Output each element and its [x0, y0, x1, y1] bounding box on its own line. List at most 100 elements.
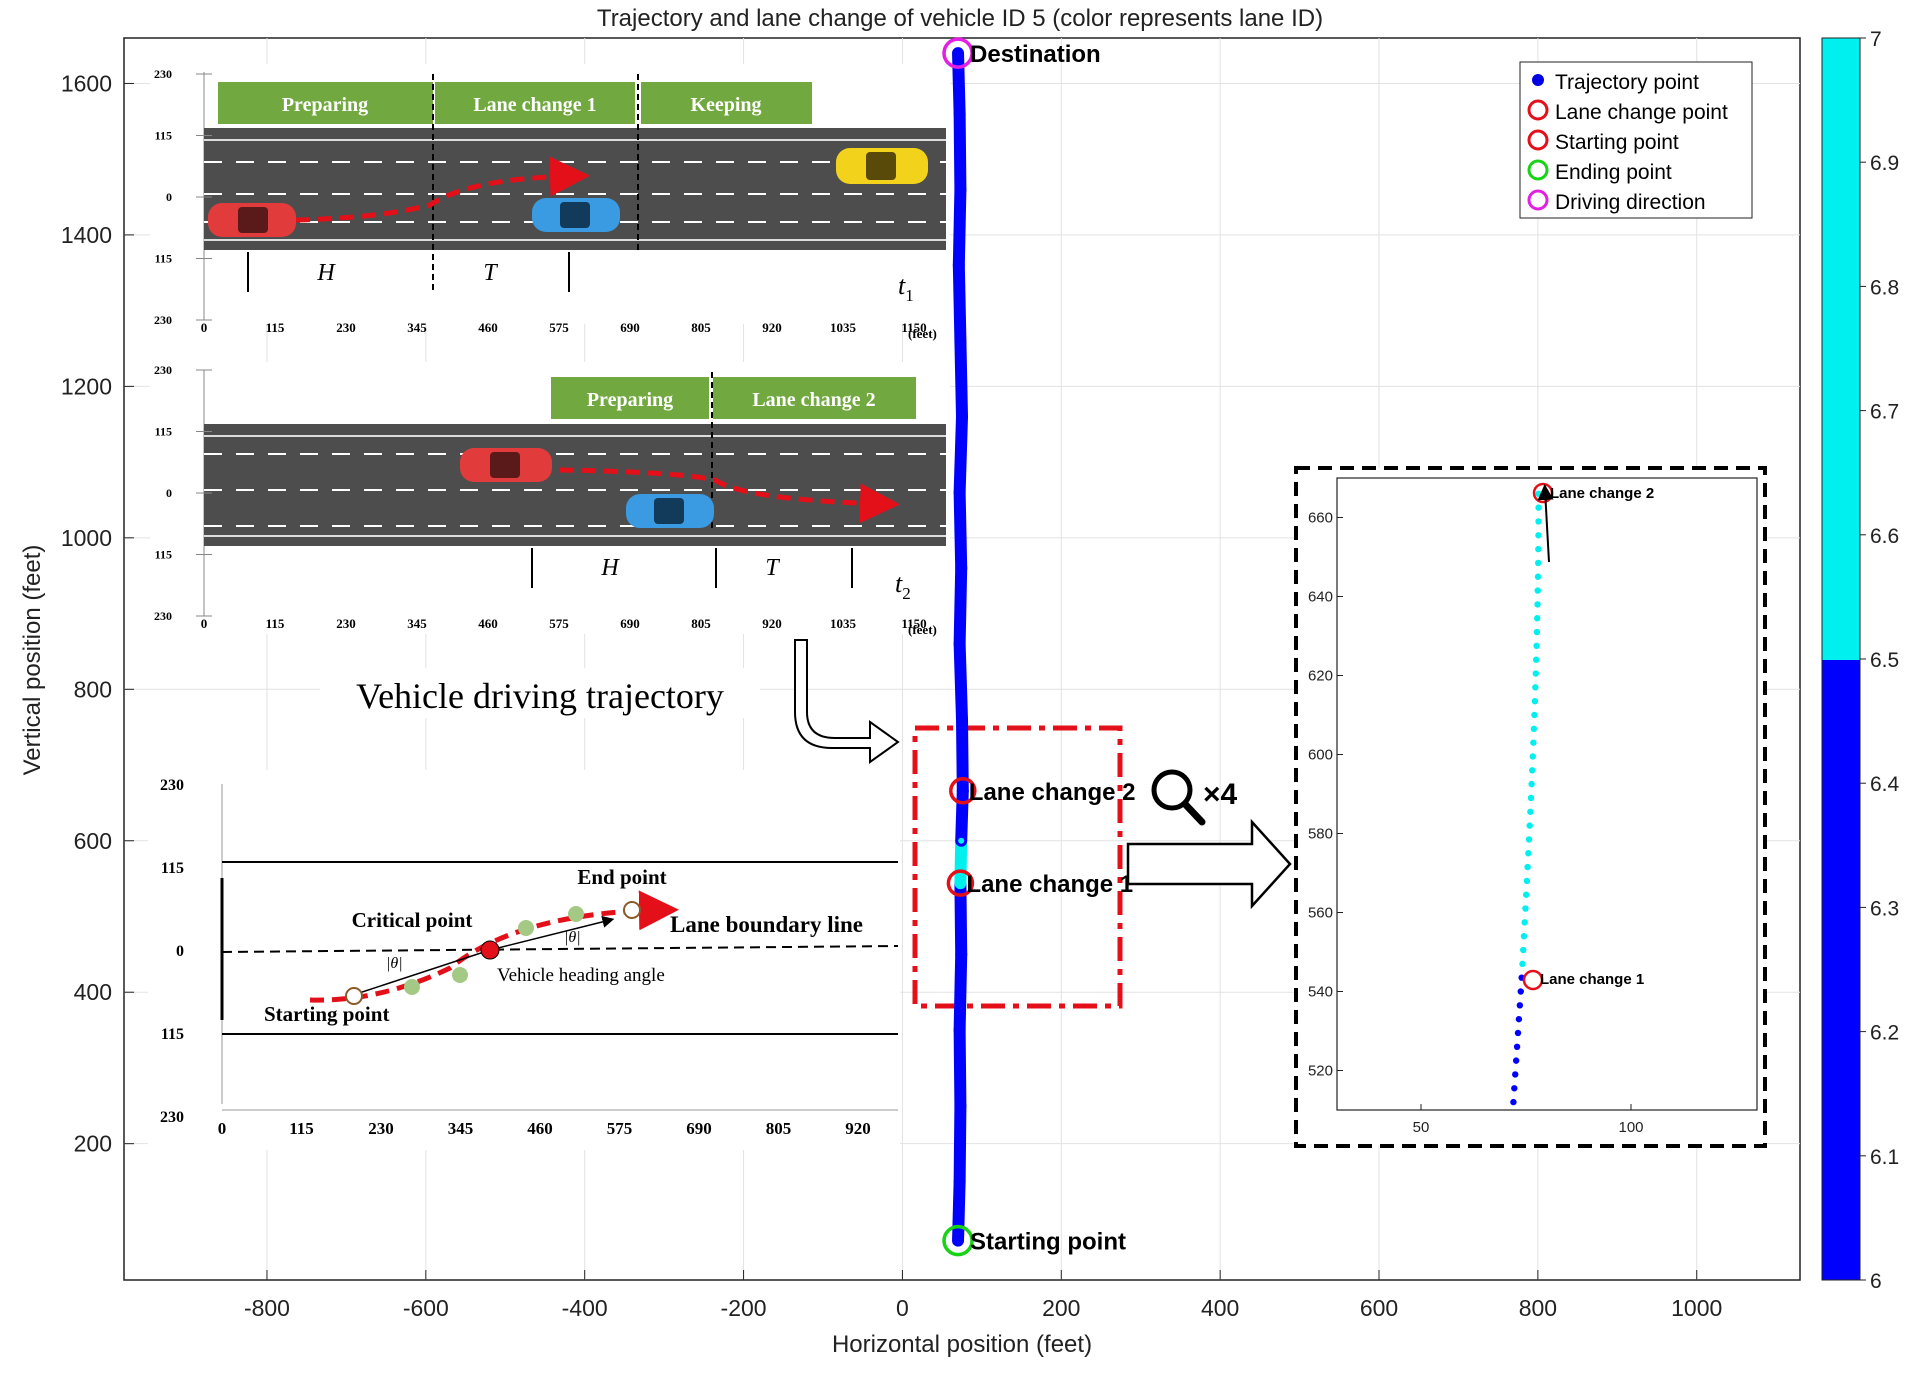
- scenario-x-tick-label: 1150: [901, 320, 926, 335]
- zoom-trajectory-point: [1534, 615, 1541, 622]
- zoom-y-tick-label: 520: [1308, 1063, 1333, 1080]
- scenario-x-tick-label: 460: [478, 320, 498, 335]
- starting-point-label: Starting point: [264, 1002, 389, 1026]
- colorbar-tick-label: 6.1: [1870, 1146, 1899, 1169]
- trajectory-point: [957, 337, 964, 344]
- zoom-trajectory-point: [1528, 780, 1535, 788]
- zoom-trajectory-point: [1531, 697, 1539, 705]
- scenario-t2-ticks: 0 115 230 345 460 575 690 805 920 1035 11502301150…: [154, 363, 927, 631]
- scenario-x-tick-label: 805: [691, 320, 711, 335]
- colorbar-tick-label: 7: [1870, 28, 1882, 51]
- trajectory-dot-3: [518, 920, 534, 936]
- end-point-label: End point: [577, 865, 666, 889]
- zoom-trajectory-point: [1534, 601, 1541, 608]
- legend-direction-icon: [1527, 189, 1549, 211]
- zoom-trajectory-point: [1532, 670, 1539, 677]
- scenario-t1-panel: Preparing Lane change 1 Keeping H T t1 0…: [150, 64, 950, 341]
- legend-trajectory-icon: [1532, 74, 1544, 86]
- trajectory-segment: [952, 47, 966, 120]
- y-axis-label: Vertical position (feet): [19, 545, 46, 776]
- zoom-trajectory-point: [1526, 822, 1533, 829]
- colorbar-tick-label: 6.3: [1870, 897, 1899, 920]
- scenario-t1-ticks: 0 115 230 345 460 575 690 805 920 1035 11502301150…: [154, 67, 927, 335]
- zoom-trajectory-point: [1512, 1071, 1519, 1078]
- y-tick-label: 200: [74, 1131, 112, 1157]
- red-car-t2: [460, 448, 552, 482]
- lane-schematic-background: [148, 770, 900, 1150]
- magnifier-icon: [1151, 769, 1206, 826]
- scenario-x-tick-label: 0: [201, 320, 208, 335]
- lane-change-1-label: Lane change 1: [966, 871, 1133, 898]
- heading-angle-label: Vehicle heading angle: [497, 965, 665, 986]
- y-tick-label: 1000: [61, 525, 112, 551]
- time-label-t2: t2: [895, 569, 911, 603]
- trajectory-point: [955, 262, 962, 269]
- lane-schematic-x-tick-label: 230: [368, 1119, 394, 1138]
- lane-schematic-y-tick-label: 115: [161, 1026, 184, 1043]
- trajectory-segment: [953, 1099, 967, 1188]
- zoom-trajectory-point: [1524, 863, 1531, 871]
- lane-schematic-x-tick-label: 345: [448, 1119, 474, 1138]
- start-marker: [942, 1224, 974, 1257]
- zoom-trajectory-point: [1517, 988, 1524, 995]
- trajectory-segment: [953, 562, 968, 650]
- scenario-x-tick-label: 1150: [901, 616, 926, 631]
- zoom-x-tick-label: 50: [1413, 1119, 1430, 1136]
- scenario-x-tick-label: 115: [266, 320, 285, 335]
- lane-schematic-x-tick-label: 690: [686, 1119, 712, 1138]
- zoom-trajectory-point: [1534, 587, 1541, 594]
- zoom-y-tick-label: 600: [1308, 747, 1333, 764]
- trajectory-point: [959, 716, 965, 723]
- colorbar-tick-label: 6: [1870, 1270, 1882, 1293]
- trajectory-segment: [953, 410, 968, 499]
- lane-schematic-y-tick-label: 115: [161, 860, 184, 877]
- scenario-x-tick-label: 345: [407, 616, 427, 631]
- zoom-trajectory-point: [1523, 877, 1531, 885]
- trajectory-caption: Vehicle driving trajectory: [356, 676, 724, 716]
- t-label-t2: T: [765, 555, 780, 581]
- trajectory-segment: [953, 948, 968, 1037]
- zoom-trajectory-point: [1525, 836, 1533, 843]
- trajectory-point: [956, 489, 963, 496]
- zoom-inset-ticks: 50 100 520 540 560 580 600 620 640 660: [1308, 510, 1644, 1137]
- scenario-t2-panel: Preparing Lane change 2 H T t2 0 115 230 34…: [150, 362, 950, 637]
- zoom-trajectory-point: [1511, 1085, 1518, 1092]
- x-tick-label: -600: [403, 1295, 449, 1321]
- zoom-trajectory-point: [1535, 490, 1542, 497]
- lane-schematic-x-tick-label: 0: [218, 1119, 227, 1138]
- hook-arrow: [794, 639, 900, 764]
- x-tick-label: 1000: [1671, 1295, 1722, 1321]
- legend-lane-change-icon: [1527, 99, 1549, 121]
- phase-preparing-2: [551, 377, 709, 419]
- scenario-x-tick-label: 690: [620, 320, 640, 335]
- y-tick-label: 1400: [61, 222, 112, 248]
- lane-boundary-label: Lane boundary line: [670, 912, 863, 937]
- scenario-y-tick-label: 230: [154, 67, 172, 81]
- magnifier-zoom-label: ×4: [1203, 778, 1238, 811]
- lane-schematic-x-tick-label: 575: [607, 1119, 633, 1138]
- legend-direction-label: Driving direction: [1555, 191, 1706, 214]
- destination-label: Destination: [970, 41, 1101, 68]
- legend-trajectory-label: Trajectory point: [1555, 71, 1699, 94]
- lane-change-2-label: Lane change 2: [969, 779, 1136, 806]
- scenario-x-tick-label: 920: [762, 616, 782, 631]
- scenario-x-tick-label: 575: [549, 616, 569, 631]
- scenario-y-tick-label: 230: [154, 609, 172, 623]
- trajectory-point: [957, 1102, 964, 1109]
- chart-title: Trajectory and lane change of vehicle ID…: [597, 5, 1323, 32]
- x-tick-label: 400: [1201, 1295, 1239, 1321]
- zoom-trajectory-point: [1525, 850, 1532, 857]
- legend-start-label: Starting point: [1555, 131, 1679, 154]
- blue-car-t2: [626, 494, 714, 528]
- zoom-y-tick-label: 560: [1308, 905, 1333, 922]
- zoom-trajectory-point: [1530, 739, 1537, 746]
- theta-label-right: |θ|: [564, 929, 581, 946]
- trajectory-point: [956, 640, 963, 647]
- scenario-x-tick-label: 115: [266, 616, 285, 631]
- legend-box: [1519, 61, 1753, 219]
- caption-background: [320, 668, 760, 718]
- x-tick-label: -800: [244, 1295, 290, 1321]
- starting-point-marker: [345, 987, 363, 1005]
- zoom-trajectory-point: [1513, 1043, 1521, 1051]
- zoom-trajectory-point: [1522, 905, 1529, 912]
